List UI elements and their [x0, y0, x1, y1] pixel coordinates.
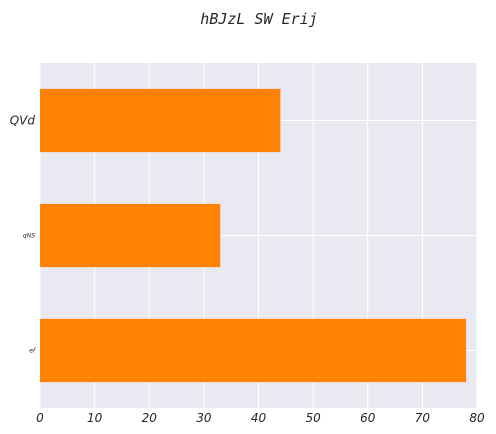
x-tick-label-5: 50 [305, 411, 321, 425]
x-tick-label-3: 30 [196, 411, 212, 425]
bar-qNS [40, 203, 221, 268]
x-tick-label-7: 70 [415, 411, 431, 425]
x-tick-label-8: 80 [469, 411, 485, 425]
x-axis-ticks: 0 10 20 30 40 50 60 70 80 [36, 411, 485, 425]
x-tick-label-0: 0 [36, 411, 44, 425]
chart-title: hBJzL SW Erij [200, 10, 317, 28]
x-tick-label-1: 10 [87, 411, 103, 425]
y-category-label-0: QVd [10, 114, 36, 128]
y-category-label-1: qNS [23, 233, 35, 240]
bar-QVd [40, 88, 281, 153]
x-tick-label-6: 60 [360, 411, 376, 425]
x-tick-label-2: 20 [142, 411, 158, 425]
bar-ef [40, 318, 467, 383]
y-category-label-2: ef [29, 348, 36, 355]
x-tick-label-4: 40 [251, 411, 267, 425]
y-axis-categories: QVd qNS ef [10, 114, 36, 355]
bars [40, 88, 467, 383]
